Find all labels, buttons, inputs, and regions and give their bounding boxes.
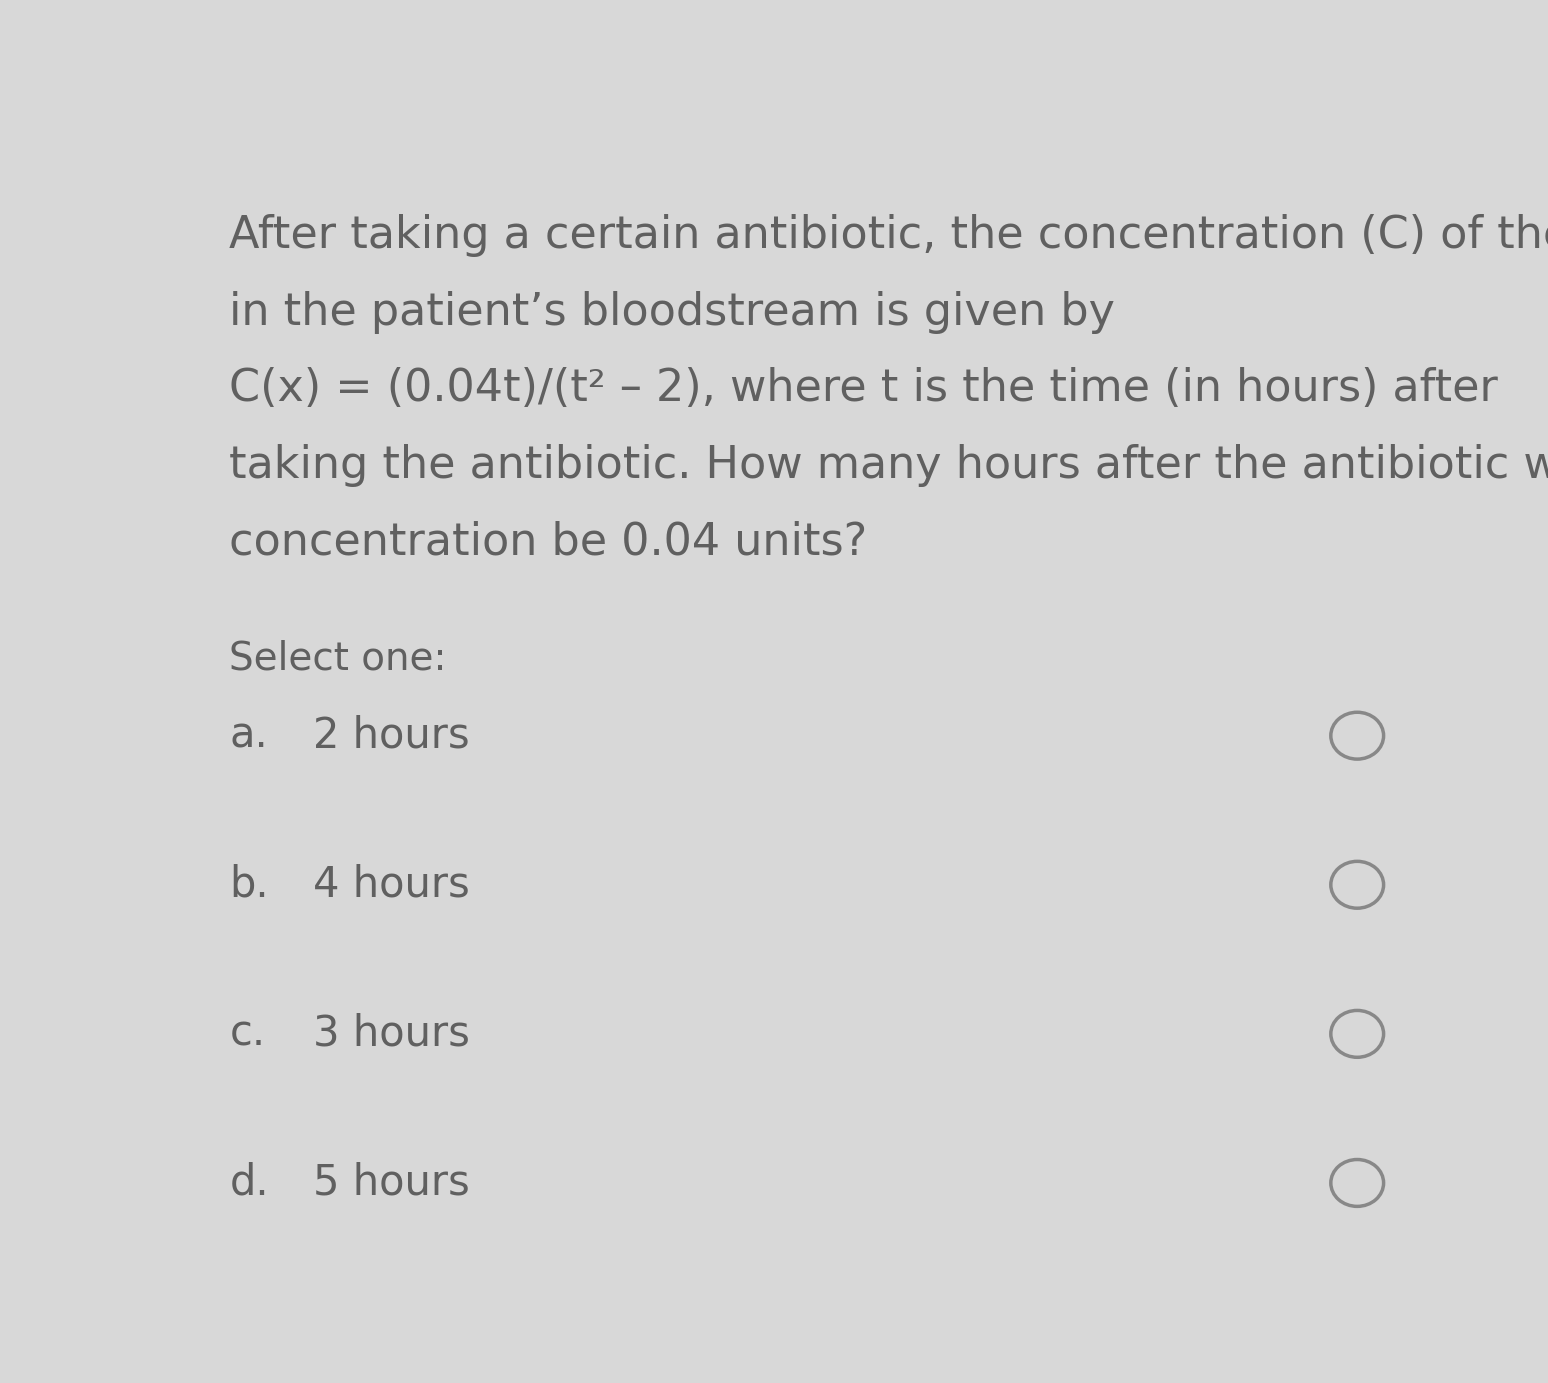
Text: concentration be 0.04 units?: concentration be 0.04 units? xyxy=(229,520,868,564)
Text: in the patient’s bloodstream is given by: in the patient’s bloodstream is given by xyxy=(229,290,1116,333)
Text: 3 hours: 3 hours xyxy=(313,1012,471,1055)
Text: Select one:: Select one: xyxy=(229,640,447,678)
Text: 5 hours: 5 hours xyxy=(313,1162,471,1205)
Text: 2 hours: 2 hours xyxy=(313,715,471,757)
Text: d.: d. xyxy=(229,1162,269,1205)
Text: b.: b. xyxy=(229,864,269,906)
Text: c.: c. xyxy=(229,1012,266,1055)
Text: C(x) = (0.04t)/(t² – 2), where t is the time (in hours) after: C(x) = (0.04t)/(t² – 2), where t is the … xyxy=(229,368,1498,411)
Text: a.: a. xyxy=(229,715,268,757)
Text: After taking a certain antibiotic, the concentration (C) of the drug: After taking a certain antibiotic, the c… xyxy=(229,214,1548,257)
Text: 4 hours: 4 hours xyxy=(313,864,471,906)
Text: taking the antibiotic. How many hours after the antibiotic will its: taking the antibiotic. How many hours af… xyxy=(229,444,1548,487)
